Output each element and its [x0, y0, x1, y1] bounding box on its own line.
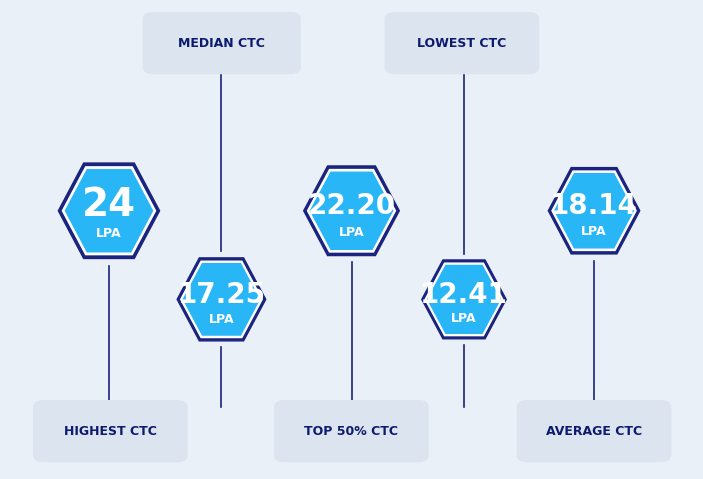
Polygon shape [427, 265, 501, 333]
Text: 18.14: 18.14 [550, 192, 638, 220]
Text: MEDIAN CTC: MEDIAN CTC [179, 36, 265, 50]
FancyBboxPatch shape [33, 400, 188, 462]
Polygon shape [311, 172, 392, 249]
FancyBboxPatch shape [385, 12, 539, 74]
Text: LPA: LPA [96, 228, 122, 240]
Text: LPA: LPA [451, 312, 477, 325]
Polygon shape [177, 258, 266, 341]
Text: HIGHEST CTC: HIGHEST CTC [64, 424, 157, 438]
Polygon shape [555, 174, 633, 248]
Text: 17.25: 17.25 [177, 281, 266, 308]
FancyBboxPatch shape [274, 400, 429, 462]
Polygon shape [304, 166, 399, 256]
FancyBboxPatch shape [517, 400, 671, 462]
Polygon shape [183, 264, 259, 335]
Polygon shape [58, 163, 160, 259]
Polygon shape [65, 170, 153, 252]
Polygon shape [425, 263, 503, 336]
Text: LPA: LPA [339, 226, 364, 239]
Polygon shape [307, 170, 396, 252]
Polygon shape [548, 168, 640, 254]
Text: TOP 50% CTC: TOP 50% CTC [304, 424, 399, 438]
Text: 24: 24 [82, 186, 136, 224]
Text: AVERAGE CTC: AVERAGE CTC [546, 424, 642, 438]
Text: 12.41: 12.41 [420, 281, 508, 309]
Polygon shape [63, 167, 155, 255]
Text: LPA: LPA [209, 313, 234, 326]
Text: LPA: LPA [581, 225, 607, 238]
Polygon shape [552, 171, 636, 251]
Polygon shape [181, 261, 262, 338]
Text: 22.20: 22.20 [307, 192, 396, 219]
Text: LOWEST CTC: LOWEST CTC [418, 36, 506, 50]
Polygon shape [422, 260, 506, 339]
FancyBboxPatch shape [143, 12, 301, 74]
